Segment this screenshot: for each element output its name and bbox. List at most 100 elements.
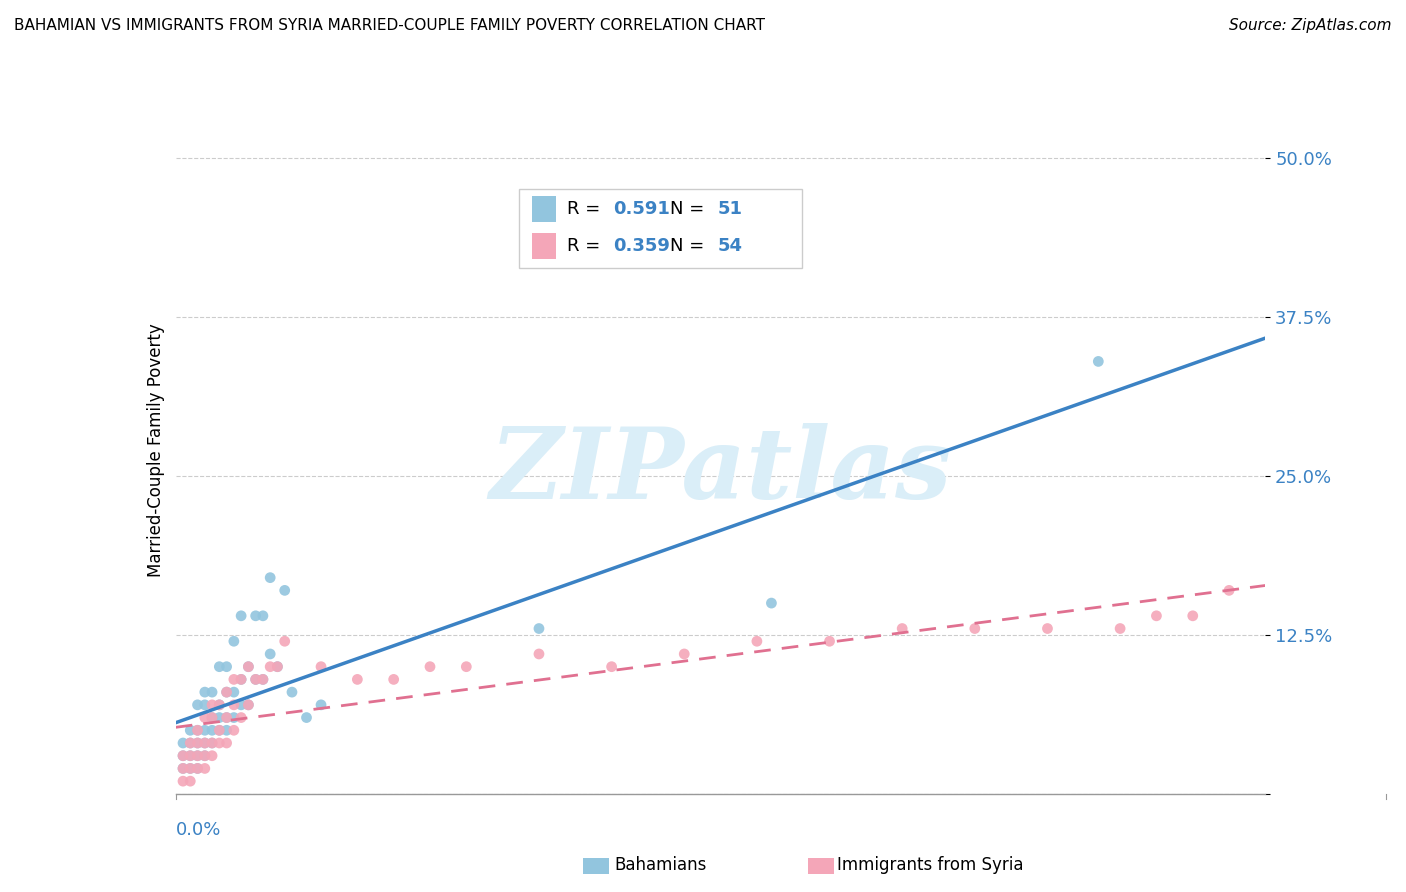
Point: [186, 736, 209, 750]
Point: [186, 698, 209, 712]
Point: [201, 736, 224, 750]
Point: [208, 710, 231, 724]
Y-axis label: Married-Couple Family Poverty: Married-Couple Family Poverty: [146, 324, 165, 577]
Text: Bahamians: Bahamians: [614, 856, 707, 874]
Point: [194, 736, 217, 750]
Point: [231, 673, 253, 687]
Point: [208, 723, 231, 738]
Point: [201, 748, 224, 763]
Point: [215, 736, 238, 750]
Text: N =: N =: [671, 236, 710, 255]
Point: [201, 698, 224, 712]
Point: [215, 710, 238, 724]
Point: [259, 571, 281, 585]
Point: [231, 710, 253, 724]
Point: [1087, 354, 1109, 368]
Point: [761, 596, 783, 610]
Point: [194, 698, 217, 712]
Point: [281, 685, 304, 699]
Point: [1036, 622, 1059, 636]
Point: [172, 748, 194, 763]
Point: [252, 608, 274, 623]
Point: [179, 774, 201, 789]
Point: [259, 659, 281, 673]
Point: [179, 761, 201, 775]
Point: [818, 634, 841, 648]
Point: [179, 736, 201, 750]
Point: [172, 748, 194, 763]
Point: [238, 698, 260, 712]
Point: [186, 748, 209, 763]
Text: BAHAMIAN VS IMMIGRANTS FROM SYRIA MARRIED-COUPLE FAMILY POVERTY CORRELATION CHAR: BAHAMIAN VS IMMIGRANTS FROM SYRIA MARRIE…: [14, 18, 765, 33]
Point: [252, 673, 274, 687]
Point: [295, 710, 318, 724]
Text: 0.591: 0.591: [613, 200, 669, 218]
Point: [231, 673, 253, 687]
Point: [194, 685, 217, 699]
Point: [186, 761, 209, 775]
Point: [600, 659, 623, 673]
Point: [208, 736, 231, 750]
Bar: [531, 195, 555, 222]
Point: [238, 659, 260, 673]
Point: [1109, 622, 1132, 636]
Point: [309, 659, 332, 673]
Point: [172, 761, 194, 775]
Point: [201, 685, 224, 699]
Point: [186, 723, 209, 738]
Point: [222, 723, 245, 738]
Point: [963, 622, 986, 636]
Point: [215, 710, 238, 724]
Point: [1218, 583, 1240, 598]
Point: [673, 647, 696, 661]
Point: [238, 698, 260, 712]
FancyBboxPatch shape: [519, 189, 803, 268]
Point: [194, 723, 217, 738]
Point: [194, 761, 217, 775]
Point: [456, 659, 478, 673]
Point: [419, 659, 441, 673]
Point: [186, 748, 209, 763]
Text: ZIPatlas: ZIPatlas: [489, 423, 952, 519]
Point: [238, 659, 260, 673]
Point: [215, 685, 238, 699]
Point: [179, 761, 201, 775]
Point: [222, 673, 245, 687]
Point: [186, 723, 209, 738]
Text: N =: N =: [671, 200, 710, 218]
Text: 54: 54: [717, 236, 742, 255]
Point: [201, 736, 224, 750]
Point: [245, 608, 267, 623]
Text: 0.359: 0.359: [613, 236, 669, 255]
Point: [186, 736, 209, 750]
Point: [231, 608, 253, 623]
Point: [382, 673, 405, 687]
Point: [186, 761, 209, 775]
Point: [208, 723, 231, 738]
Point: [179, 748, 201, 763]
Point: [179, 748, 201, 763]
Point: [309, 698, 332, 712]
Point: [266, 659, 288, 673]
Text: Source: ZipAtlas.com: Source: ZipAtlas.com: [1229, 18, 1392, 33]
Point: [172, 736, 194, 750]
Point: [194, 748, 217, 763]
Point: [259, 647, 281, 661]
Text: 51: 51: [717, 200, 742, 218]
Point: [527, 622, 550, 636]
Text: R =: R =: [567, 200, 606, 218]
Point: [266, 659, 288, 673]
Point: [215, 685, 238, 699]
Text: R =: R =: [567, 236, 606, 255]
Point: [527, 647, 550, 661]
Point: [208, 698, 231, 712]
Text: Immigrants from Syria: Immigrants from Syria: [837, 856, 1024, 874]
Point: [745, 634, 768, 648]
Point: [194, 710, 217, 724]
Point: [208, 698, 231, 712]
Bar: [531, 233, 555, 259]
Point: [208, 659, 231, 673]
Point: [179, 736, 201, 750]
Point: [1181, 608, 1204, 623]
Point: [194, 748, 217, 763]
